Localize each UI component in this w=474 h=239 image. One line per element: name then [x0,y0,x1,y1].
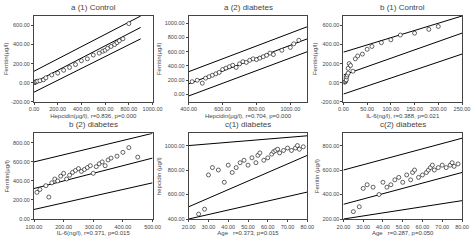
svg-text:60.00: 60.00 [416,224,430,230]
svg-text:400.00: 400.00 [13,178,30,184]
svg-text:80.00: 80.00 [300,224,314,230]
svg-text:80.00: 80.00 [455,224,469,230]
svg-text:200.00: 200.00 [430,106,447,112]
svg-text:0.00: 0.00 [19,216,30,222]
svg-text:1000.00: 1000.00 [280,106,300,112]
svg-text:400.00: 400.00 [180,106,197,112]
svg-text:70.00: 70.00 [435,224,449,230]
svg-text:IL-6(ng/l), r=0.388, p=0.021: IL-6(ng/l), r=0.388, p=0.021 [366,113,440,119]
svg-text:0.00: 0.00 [329,80,340,86]
svg-text:300.00: 300.00 [85,224,102,230]
svg-text:60.00: 60.00 [261,224,275,230]
svg-text:Ferritin(μg/l): Ferritin(μg/l) [3,43,9,75]
svg-text:200.00: 200.00 [168,77,185,83]
svg-text:400.00: 400.00 [73,106,90,112]
svg-text:50.00: 50.00 [241,224,255,230]
svg-text:0.00: 0.00 [338,106,349,112]
svg-text:600.00: 600.00 [323,167,340,173]
svg-text:Hepcidin(μg/l), r=0.704, p=0.0: Hepcidin(μg/l), r=0.704, p=0.000 [205,113,292,119]
svg-text:200.00: 200.00 [323,61,340,67]
svg-text:50.00: 50.00 [396,224,410,230]
svg-text:20.00: 20.00 [337,224,351,230]
svg-text:200.00: 200.00 [323,216,340,222]
svg-text:800.00: 800.00 [168,167,185,173]
svg-text:hepcidin (μg/l): hepcidin (μg/l) [156,157,162,195]
svg-text:-200.00: -200.00 [321,99,340,105]
svg-text:b (1) Control: b (1) Control [380,3,425,12]
svg-text:600.00: 600.00 [168,191,185,197]
svg-text:70.00: 70.00 [281,224,295,230]
svg-text:250.00: 250.00 [454,106,471,112]
svg-text:30.00: 30.00 [356,224,370,230]
svg-text:Ferritin(μg/l): Ferritin(μg/l) [156,43,162,75]
svg-text:800.00: 800.00 [168,34,185,40]
svg-text:40.00: 40.00 [376,224,390,230]
svg-text:c(2) diabetes: c(2) diabetes [380,120,426,129]
svg-text:Ferritin(μg/l): Ferritin(μg/l) [4,160,10,192]
svg-text:400.00: 400.00 [13,41,30,47]
svg-text:600.00: 600.00 [97,106,114,112]
svg-text:Hepcidin(μg/l), r=0.836, p=0.0: Hepcidin(μg/l), r=0.836, p=0.000 [50,113,137,119]
svg-text:c(1) diabetes: c(1) diabetes [225,120,271,129]
svg-text:500.00: 500.00 [144,224,161,230]
svg-text:a (1) Control: a (1) Control [71,3,116,12]
svg-text:Ferritin(μg/l): Ferritin(μg/l) [312,43,318,75]
svg-text:1000.00: 1000.00 [143,106,163,112]
svg-text:100.00: 100.00 [382,106,399,112]
svg-text:200.00: 200.00 [55,224,72,230]
svg-text:400.00: 400.00 [115,224,132,230]
svg-text:b (2) diabetes: b (2) diabetes [69,120,118,129]
svg-text:1000.00: 1000.00 [165,20,185,26]
svg-text:800.00: 800.00 [323,142,340,148]
svg-text:600.00: 600.00 [168,49,185,55]
svg-text:600.00: 600.00 [13,22,30,28]
svg-text:800.00: 800.00 [120,106,137,112]
svg-text:50.00: 50.00 [360,106,374,112]
svg-text:-200.00: -200.00 [11,99,30,105]
svg-text:200.00: 200.00 [49,106,66,112]
svg-text:Age r=0.287, p=0.050: Age r=0.287, p=0.050 [372,230,434,236]
svg-text:400.00: 400.00 [168,63,185,69]
svg-text:20.00: 20.00 [182,224,196,230]
svg-text:40.00: 40.00 [221,224,235,230]
svg-text:1000.00: 1000.00 [165,142,185,148]
svg-text:200.00: 200.00 [13,61,30,67]
svg-text:150.00: 150.00 [406,106,423,112]
svg-text:a (2) diabetes: a (2) diabetes [224,3,273,12]
svg-text:200.00: 200.00 [13,197,30,203]
svg-text:600.00: 600.00 [13,159,30,165]
svg-text:400.00: 400.00 [168,216,185,222]
svg-text:0.00: 0.00 [174,91,185,97]
svg-text:Ferritin (μg/l): Ferritin (μg/l) [314,159,320,193]
svg-text:800.00: 800.00 [248,106,265,112]
svg-text:0.00: 0.00 [19,80,30,86]
svg-text:100.00: 100.00 [26,224,43,230]
svg-text:800.00: 800.00 [13,140,30,146]
svg-text:Age r=0.373, p=0.015: Age r=0.373, p=0.015 [217,230,279,236]
svg-text:400.00: 400.00 [323,191,340,197]
svg-text:600.00: 600.00 [214,106,231,112]
svg-text:IL-6(ng/l), r=0.371, p=0.015: IL-6(ng/l), r=0.371, p=0.015 [57,230,131,236]
svg-text:600.00: 600.00 [323,22,340,28]
svg-text:30.00: 30.00 [202,224,216,230]
svg-text:0.00: 0.00 [29,106,40,112]
svg-text:400.00: 400.00 [323,41,340,47]
